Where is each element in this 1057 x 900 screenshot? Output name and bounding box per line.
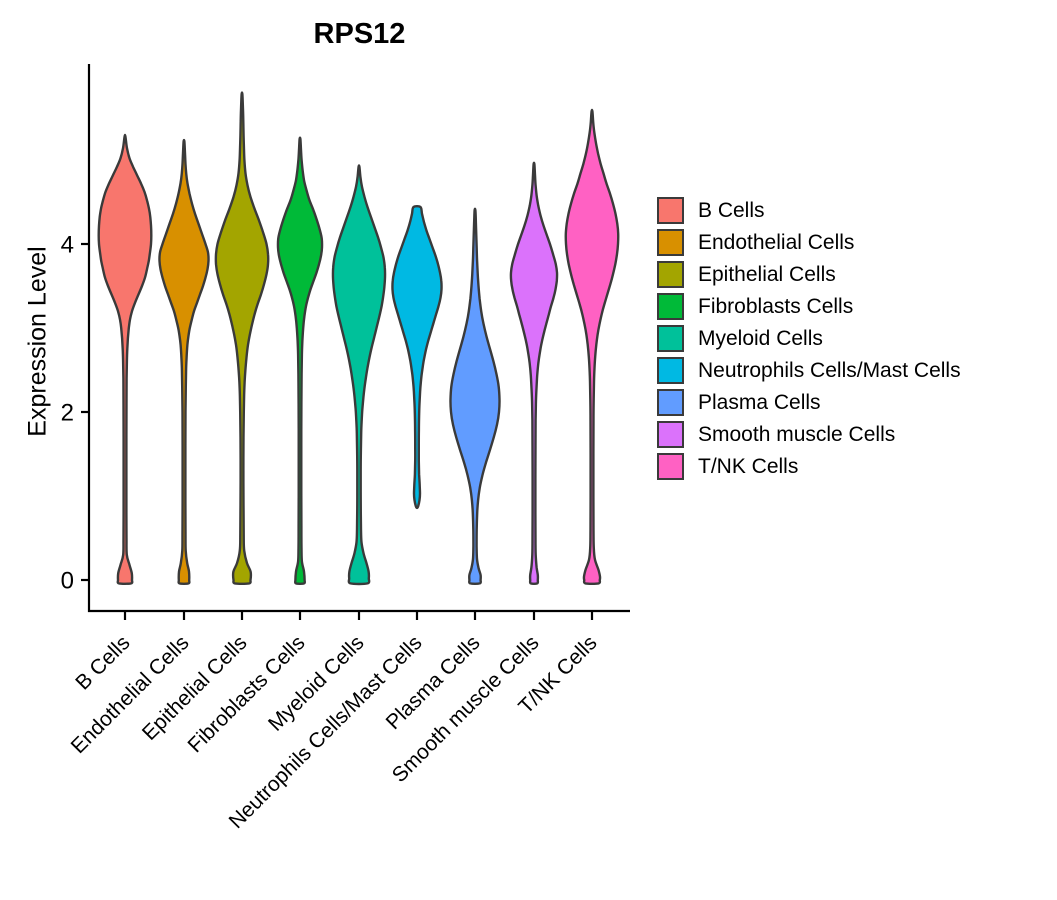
legend-swatch bbox=[657, 356, 684, 384]
legend-item: Plasma Cells bbox=[657, 388, 961, 416]
legend-item: Myeloid Cells bbox=[657, 324, 961, 352]
violin-epithelial-cells bbox=[214, 91, 270, 585]
legend-label: Endothelial Cells bbox=[698, 230, 855, 254]
legend-item: T/NK Cells bbox=[657, 452, 961, 480]
violin-t-nk-cells bbox=[564, 108, 620, 585]
legend-label: Neutrophils Cells/Mast Cells bbox=[698, 358, 961, 382]
violin-b-cells bbox=[97, 133, 153, 585]
y-tick-label: 4 bbox=[61, 232, 74, 259]
violin-fibroblasts-cells bbox=[276, 136, 324, 585]
chart-title: RPS12 bbox=[313, 18, 406, 50]
legend-label: Smooth muscle Cells bbox=[698, 422, 896, 446]
legend-swatch bbox=[657, 420, 684, 448]
legend-item: Smooth muscle Cells bbox=[657, 420, 961, 448]
legend-swatch bbox=[657, 452, 684, 480]
legend-swatch bbox=[657, 388, 684, 416]
legend-label: Myeloid Cells bbox=[698, 326, 823, 350]
legend-label: B Cells bbox=[698, 198, 765, 222]
legend-item: Fibroblasts Cells bbox=[657, 292, 961, 320]
legend-label: T/NK Cells bbox=[698, 454, 799, 478]
legend-swatch bbox=[657, 324, 684, 352]
legend-item: B Cells bbox=[657, 196, 961, 224]
legend-item: Epithelial Cells bbox=[657, 260, 961, 288]
legend-swatch bbox=[657, 260, 684, 288]
x-tick-label: Epithelial Cells bbox=[138, 631, 252, 745]
violin-endothelial-cells bbox=[158, 138, 210, 585]
legend-label: Epithelial Cells bbox=[698, 262, 836, 286]
violin-myeloid-cells bbox=[331, 164, 387, 586]
legend-swatch bbox=[657, 228, 684, 256]
legend: B Cells Endothelial Cells Epithelial Cells… bbox=[657, 196, 961, 484]
y-tick-label: 2 bbox=[61, 400, 74, 427]
legend-item: Endothelial Cells bbox=[657, 228, 961, 256]
violin-neutrophils-cells-mast-cells bbox=[391, 204, 443, 510]
axis-lines bbox=[87, 64, 630, 613]
violin-plasma-cells bbox=[449, 207, 501, 585]
violin-smooth-muscle-cells bbox=[509, 161, 559, 585]
y-tick-label: 0 bbox=[61, 568, 74, 595]
legend-label: Fibroblasts Cells bbox=[698, 294, 854, 318]
legend-label: Plasma Cells bbox=[698, 390, 821, 414]
legend-swatch bbox=[657, 196, 684, 224]
legend-swatch bbox=[657, 292, 684, 320]
legend-item: Neutrophils Cells/Mast Cells bbox=[657, 356, 961, 384]
